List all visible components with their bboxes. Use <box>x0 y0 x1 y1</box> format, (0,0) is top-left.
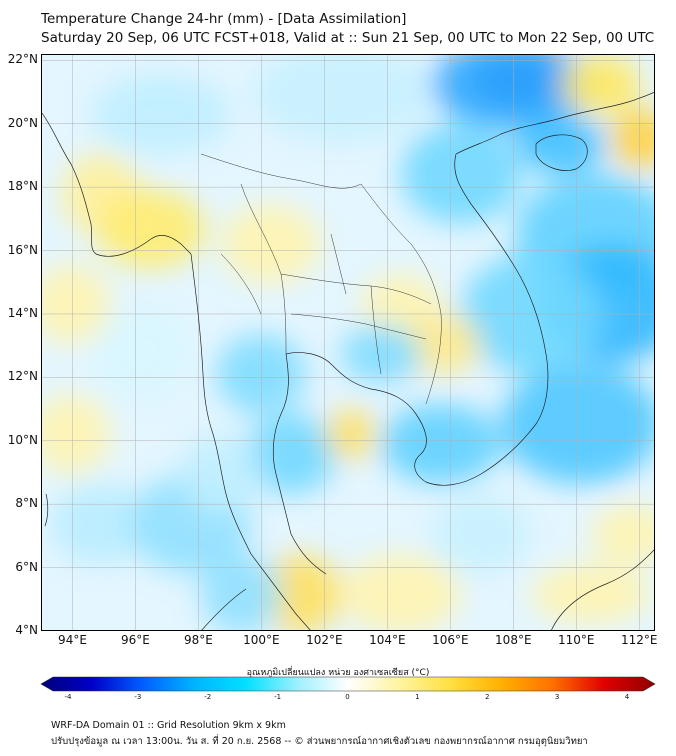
colorbar-tick-label: 4 <box>624 693 630 701</box>
lon-tick-label: 108°E <box>495 633 532 647</box>
lon-tick-label: 104°E <box>369 633 406 647</box>
colorbar-tick-label: -3 <box>134 693 142 701</box>
colorbar-tick-label: 2 <box>485 693 490 701</box>
lon-tick-label: 106°E <box>432 633 469 647</box>
colorbar-tick-label: 1 <box>415 693 420 701</box>
lat-tick-label: 18°N <box>7 179 38 194</box>
colorbar-bar <box>40 676 656 692</box>
lon-tick-label: 112°E <box>621 633 658 647</box>
lon-tick-label: 110°E <box>558 633 595 647</box>
lat-tick-label: 22°N <box>7 52 38 67</box>
colorbar-tick-label: 3 <box>554 693 560 701</box>
lat-tick-label: 10°N <box>7 432 38 447</box>
lon-tick-label: 102°E <box>306 633 343 647</box>
lon-tick-label: 100°E <box>243 633 280 647</box>
map-panel <box>41 54 655 631</box>
lat-tick-label: 8°N <box>15 496 38 511</box>
map-subtitle: Saturday 20 Sep, 06 UTC FCST+018, Valid … <box>41 30 655 46</box>
coastlines <box>41 91 655 631</box>
colorbar-title: อุณหภูมิเปลี่ยนแปลง หน่วย องศาเซลเซียส (… <box>246 668 430 678</box>
lon-tick-label: 94°E <box>58 633 87 647</box>
colorbar-tick-label: -2 <box>204 693 212 701</box>
lat-tick-label: 12°N <box>7 369 38 384</box>
lat-tick-label: 14°N <box>7 305 38 320</box>
lat-tick-label: 6°N <box>15 559 38 574</box>
temperature-change-map <box>41 54 655 631</box>
colorbar <box>40 676 656 692</box>
map-title: Temperature Change 24-hr (mm) - [Data As… <box>41 11 407 27</box>
lon-tick-label: 96°E <box>121 633 150 647</box>
admin-boundaries <box>200 153 442 405</box>
colorbar-tick-label: -1 <box>274 693 282 701</box>
colorbar-tick-label: -4 <box>64 693 72 701</box>
graticule <box>41 54 655 631</box>
temperature-field <box>41 54 655 631</box>
lat-tick-label: 4°N <box>15 623 38 637</box>
colorbar-tick-label: 0 <box>345 693 350 701</box>
lat-tick-label: 16°N <box>7 242 38 257</box>
footer-domain-info: WRF-DA Domain 01 :: Grid Resolution 9km … <box>51 720 286 731</box>
lat-tick-label: 20°N <box>7 115 38 130</box>
map-frame <box>41 54 655 631</box>
footer-credit: ปรับปรุงข้อมูล ณ เวลา 13:00น. วัน ส. ที่… <box>51 736 588 747</box>
lon-tick-label: 98°E <box>183 633 213 647</box>
